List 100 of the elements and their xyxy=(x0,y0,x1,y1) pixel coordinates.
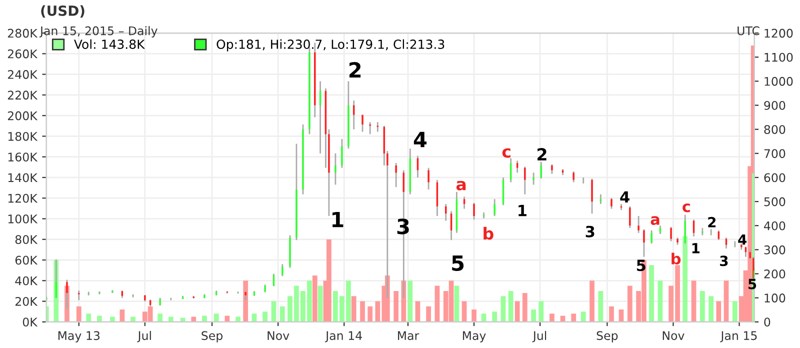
bar xyxy=(550,314,554,322)
bar xyxy=(724,280,729,322)
bar xyxy=(434,286,440,322)
bar xyxy=(280,306,285,322)
y2-tick-label: 200 xyxy=(764,269,786,278)
bar xyxy=(492,312,498,322)
candlestick xyxy=(702,227,704,236)
y2-tick-label: 300 xyxy=(764,245,786,254)
bar xyxy=(462,301,467,322)
y-tick-label: 260K xyxy=(8,49,38,58)
x-tick-label: Nov xyxy=(662,331,684,340)
candlestick xyxy=(348,80,350,150)
candlestick xyxy=(643,228,645,258)
candlestick xyxy=(551,164,553,175)
annotation: 5 xyxy=(452,256,464,272)
bar xyxy=(97,316,102,322)
candlestick xyxy=(516,160,518,174)
candlestick xyxy=(638,215,640,234)
bar xyxy=(682,236,688,322)
y-tick-label: 140K xyxy=(8,173,38,182)
bar xyxy=(312,275,318,322)
bar xyxy=(415,301,420,322)
y-tick-label: 180K xyxy=(8,132,38,141)
chart-subtitle: Jan 15, 2015 – Daily xyxy=(39,26,158,38)
bar xyxy=(538,301,544,322)
bar xyxy=(580,312,586,322)
y-tick-label: 60K xyxy=(15,256,38,265)
x-tick-label: Sep xyxy=(596,331,618,342)
candlestick xyxy=(302,124,304,196)
annotation: 1 xyxy=(332,212,344,228)
y2-tick-label: 1100 xyxy=(764,52,793,62)
y-tick-label: 20K xyxy=(15,296,38,306)
y-tick-label: 220K xyxy=(8,90,38,100)
y-tick-label: 100K xyxy=(8,214,38,224)
x-tick-label: May 13 xyxy=(58,331,100,342)
bar xyxy=(262,312,268,322)
candlestick xyxy=(494,198,496,217)
y2-tick-label: 900 xyxy=(764,100,786,110)
chart-title: (USD) xyxy=(41,5,84,18)
bar xyxy=(202,316,207,322)
candlestick xyxy=(532,172,534,186)
bar xyxy=(318,286,323,322)
annotation: 3 xyxy=(586,226,594,238)
annotation: a xyxy=(650,216,660,225)
y-tick-label: 80K xyxy=(15,235,38,244)
candlestick xyxy=(244,290,246,301)
bar xyxy=(700,290,705,322)
bar xyxy=(120,310,125,322)
legend-label: Op:181, Hi:230.7, Lo:179.1, Cl:213.3 xyxy=(216,39,444,52)
x-tick-label: Jul xyxy=(532,330,546,342)
candlestick xyxy=(591,178,593,214)
bar xyxy=(191,316,196,322)
candlestick xyxy=(416,155,419,178)
candlestick xyxy=(204,294,206,300)
candlestick xyxy=(264,284,266,293)
x-tick-label: Jan 14 xyxy=(325,331,362,342)
x-tick-label: Jan 15 xyxy=(720,331,757,342)
bar xyxy=(472,310,476,322)
annotation: c xyxy=(502,148,510,158)
y2-tick-label: 500 xyxy=(764,197,786,206)
candlestick xyxy=(582,176,584,184)
candlestick xyxy=(334,152,336,186)
y2-tick-label: 0 xyxy=(764,318,770,327)
y2-tick-label: 700 xyxy=(764,149,786,158)
candlestick xyxy=(308,46,310,135)
annotation: 1 xyxy=(518,204,526,216)
annotation: b xyxy=(672,252,681,265)
bar xyxy=(590,280,594,322)
candlestick xyxy=(362,114,364,132)
bar xyxy=(408,280,413,322)
y2-tick-label: 400 xyxy=(764,221,786,230)
bar xyxy=(110,316,115,322)
bar xyxy=(500,296,506,322)
y2-tick-label: 100 xyxy=(764,294,786,302)
x-tick-label: Nov xyxy=(268,331,290,340)
bar xyxy=(708,296,714,322)
bar xyxy=(598,290,604,322)
bar xyxy=(236,316,240,322)
bar xyxy=(168,316,174,322)
legend-label: Vol: 143.8K xyxy=(74,39,146,49)
y2-tick-label: 1000 xyxy=(764,76,793,86)
annotation: 5 xyxy=(748,278,756,290)
bar xyxy=(618,310,624,322)
candlestick xyxy=(629,206,631,229)
candlestick xyxy=(463,196,466,210)
x-tick-label: Jul xyxy=(137,330,151,342)
bar xyxy=(522,293,528,322)
annotation: UTC xyxy=(738,26,760,36)
y2-tick-label: 600 xyxy=(764,173,786,182)
y-tick-label: 280K xyxy=(8,28,38,38)
x-tick-label: Mar xyxy=(398,331,420,340)
candlestick xyxy=(610,197,612,210)
bar xyxy=(243,280,248,322)
candlestick xyxy=(159,297,161,306)
candlestick xyxy=(524,166,526,196)
x-tick-label: Sep xyxy=(202,331,223,342)
annotation: 3 xyxy=(720,256,728,266)
bar xyxy=(158,314,163,322)
y2-tick-label: 800 xyxy=(764,125,786,134)
y-tick-label: 120K xyxy=(8,194,38,203)
